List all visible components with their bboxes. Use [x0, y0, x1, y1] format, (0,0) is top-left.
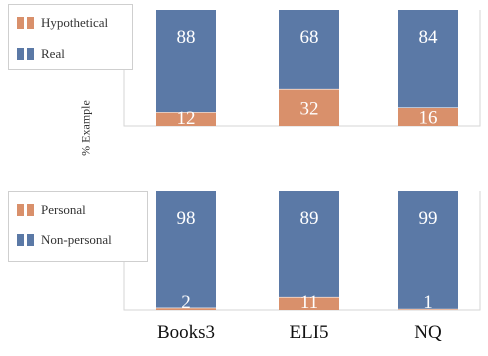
bar-real-eli5: [279, 10, 339, 89]
legend-item-hypothetical: Hypothetical: [17, 15, 108, 31]
data-label-hypothetical-eli5: 32: [300, 98, 319, 119]
x-tick-books3: Books3: [156, 322, 216, 343]
swatch-personal-b: [27, 204, 34, 216]
legend-bottom: Personal Non-personal: [8, 191, 148, 262]
legend-label-hypothetical: Hypothetical: [41, 15, 109, 30]
data-label-real-nq: 84: [419, 27, 439, 48]
bar-personal-books3: [156, 307, 216, 310]
swatch-hypothetical-b: [27, 17, 34, 29]
x-tick-eli5: ELI5: [289, 322, 329, 343]
bar-personal-eli5: [279, 296, 339, 310]
swatch-non-personal-b: [27, 234, 34, 246]
bar-hypothetical-nq: [398, 107, 458, 126]
bar-hypothetical-books3: [156, 112, 216, 126]
bar-non-personal-nq: [398, 191, 458, 309]
data-label-real-books3: 88: [177, 27, 196, 48]
data-label-hypothetical-nq: 16: [419, 108, 438, 129]
data-label-non-personal-books3: 98: [177, 208, 196, 229]
swatch-real-a: [17, 48, 24, 60]
data-label-real-eli5: 68: [300, 27, 319, 48]
legend-item-personal: Personal: [17, 202, 86, 218]
swatch-personal-a: [17, 204, 24, 216]
legend-item-non-personal: Non-personal: [17, 232, 112, 248]
data-label-hypothetical-books3: 12: [177, 108, 196, 129]
legend-label-real: Real: [41, 46, 65, 61]
bar-hypothetical-eli5: [279, 88, 339, 126]
data-label-non-personal-eli5: 89: [300, 208, 319, 229]
swatch-non-personal-a: [17, 234, 24, 246]
x-tick-nq: NQ: [414, 322, 442, 343]
data-label-personal-books3: 2: [181, 292, 191, 313]
bar-non-personal-books3: [156, 191, 216, 308]
legend-item-real: Real: [17, 46, 65, 62]
y-axis-label: % Example: [78, 100, 93, 156]
bar-non-personal-eli5: [279, 191, 339, 297]
data-label-non-personal-nq: 99: [419, 208, 438, 229]
bar-real-books3: [156, 10, 216, 113]
legend-top: Hypothetical Real: [8, 4, 133, 70]
bar-real-nq: [398, 10, 458, 108]
legend-label-personal: Personal: [41, 202, 86, 217]
swatch-hypothetical-a: [17, 17, 24, 29]
data-label-personal-nq: 1: [423, 292, 433, 313]
data-label-personal-eli5: 11: [300, 292, 318, 313]
swatch-real-b: [27, 48, 34, 60]
legend-label-non-personal: Non-personal: [41, 232, 112, 247]
